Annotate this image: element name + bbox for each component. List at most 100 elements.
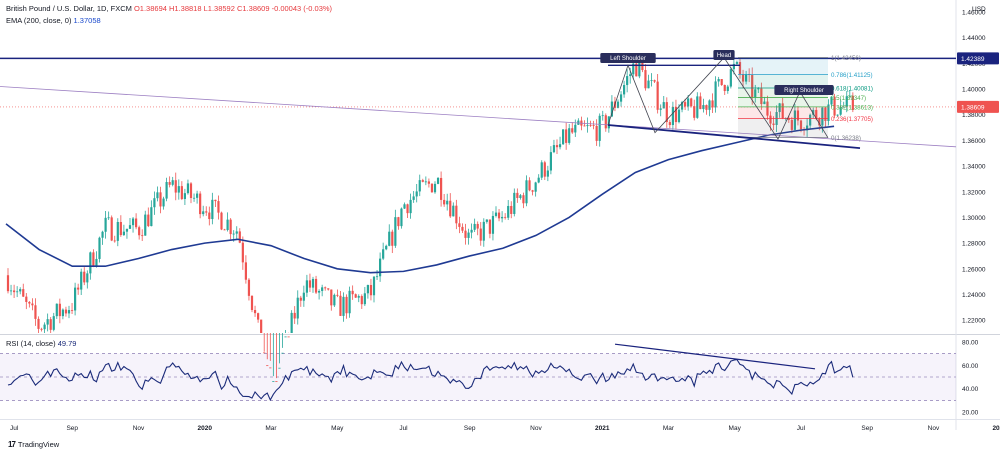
candle-body — [662, 102, 665, 109]
candle-body — [302, 292, 305, 301]
candle-body — [31, 303, 34, 306]
candle-body — [665, 102, 668, 123]
candle-body — [202, 211, 205, 215]
y-tick-label: 1.28000 — [962, 241, 986, 248]
candle-body — [494, 212, 498, 216]
candle-body — [77, 287, 80, 290]
candle-body — [729, 69, 732, 87]
candle-body — [324, 287, 327, 289]
candle-body — [43, 324, 46, 330]
candle-body — [815, 109, 818, 119]
candle-body — [562, 129, 565, 145]
candle-body — [360, 296, 363, 305]
candle-body — [247, 279, 251, 296]
candle-body — [531, 190, 534, 192]
ohlc-values: O1.38694 H1.38818 L1.38592 C1.38609 -0.0… — [133, 4, 333, 13]
y-tick-label: 1.26000 — [962, 266, 986, 273]
candle-body — [796, 110, 800, 121]
candle-body — [238, 231, 241, 243]
candle-body — [183, 193, 186, 200]
fib-level-label: 1(1.42456) — [831, 55, 861, 62]
candle-body — [677, 109, 681, 123]
candle-body — [266, 365, 269, 367]
fib-zone — [738, 74, 828, 88]
candle-body — [394, 217, 397, 246]
candle-body — [144, 214, 147, 236]
candle-body — [351, 290, 354, 295]
x-tick-label: Sep — [464, 425, 476, 432]
candle-body — [171, 180, 174, 185]
candle-body — [379, 258, 382, 277]
candle-body — [647, 80, 650, 89]
candle-body — [668, 122, 671, 126]
candle-body — [440, 177, 443, 200]
candle-body — [693, 106, 696, 118]
candle-body — [156, 192, 159, 199]
candle-body — [180, 186, 183, 200]
candle-body — [656, 81, 659, 110]
tradingview-brand[interactable]: 17 TradingView — [8, 440, 59, 449]
right-shoulder-label: Right Shoulder — [784, 88, 824, 94]
candle-body — [375, 276, 379, 278]
candle-body — [525, 180, 528, 204]
candle-body — [626, 76, 629, 86]
candle-body — [708, 100, 711, 110]
candle-body — [192, 197, 196, 199]
pattern-label-box — [600, 53, 656, 63]
ema200-line — [5, 125, 835, 274]
candle-body — [583, 125, 586, 127]
candle-body — [851, 95, 854, 110]
candle-body — [644, 70, 647, 89]
candle-body — [830, 96, 833, 105]
candle-body — [723, 84, 726, 92]
candle-body — [214, 199, 217, 202]
candle-body — [714, 81, 717, 108]
candle-body — [781, 103, 784, 119]
long-trend-line — [0, 86, 957, 148]
key-level-tag — [957, 52, 999, 65]
candle-body — [497, 212, 501, 219]
candle-body — [165, 182, 168, 199]
x-tick-label: 2020 — [198, 425, 213, 432]
candle-body — [421, 180, 424, 182]
candle-body — [555, 145, 559, 148]
candle-body — [293, 312, 296, 319]
candle-body — [793, 110, 796, 130]
candle-body — [763, 101, 766, 105]
fib-level-label: 0(1.36238) — [831, 135, 861, 142]
candle-body — [296, 297, 299, 319]
candle-body — [339, 295, 342, 316]
candle-body — [616, 101, 620, 108]
candle-body — [40, 328, 43, 330]
candle-body — [28, 301, 31, 304]
candle-body — [592, 125, 595, 127]
candle-body — [299, 297, 302, 301]
candle-body — [409, 199, 412, 214]
candle-body — [125, 228, 129, 232]
candles-group — [6, 58, 854, 383]
candle-body — [604, 115, 607, 129]
candle-body — [485, 219, 488, 222]
candle-body — [250, 295, 254, 311]
rsi-value: 49.79 — [57, 339, 77, 348]
candle-body — [55, 303, 58, 317]
x-tick-label: Mar — [663, 425, 675, 432]
candle-body — [738, 62, 742, 75]
x-tick-label: Jul — [399, 425, 408, 432]
last-price-tag-label: 1.38609 — [961, 104, 985, 111]
candle-body — [479, 228, 482, 241]
candle-body — [354, 294, 357, 298]
fib-zone — [738, 97, 828, 107]
candle-body — [61, 309, 64, 317]
candle-body — [382, 249, 385, 259]
candle-body — [418, 180, 421, 192]
candle-body — [284, 336, 287, 338]
candle-body — [430, 183, 434, 193]
candle-body — [516, 192, 519, 198]
candle-body — [318, 290, 321, 293]
candle-body — [433, 183, 437, 193]
candle-body — [687, 98, 690, 107]
candle-body — [147, 214, 150, 227]
y-tick-label: 1.34000 — [962, 164, 986, 171]
